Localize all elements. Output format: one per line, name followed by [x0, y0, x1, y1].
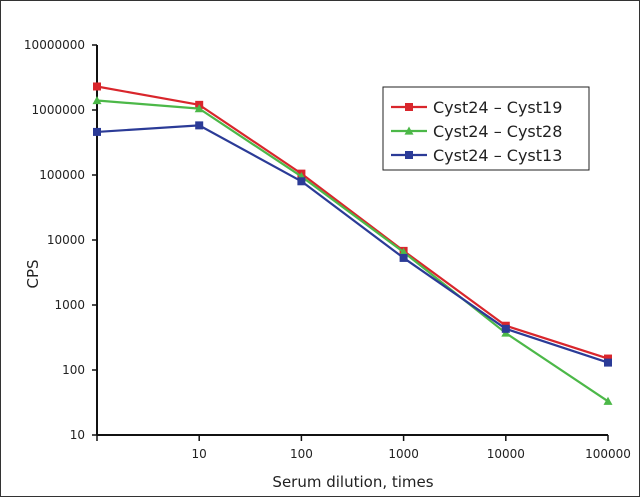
- legend: Cyst24 – Cyst19 Cyst24 – Cyst28 Cyst24 – C…: [382, 86, 590, 171]
- x-tick-label: 100000: [585, 447, 631, 461]
- legend-item: Cyst24 – Cyst28: [391, 122, 562, 141]
- legend-item: Cyst24 – Cyst13: [391, 146, 562, 165]
- axes: 10 100 1000 10000 100000 1000000 10000000 10 100…: [24, 38, 631, 461]
- legend-swatch-marker: [405, 151, 413, 159]
- data-point: [194, 104, 204, 113]
- plot-area: [92, 82, 613, 405]
- y-tick-label: 1000: [54, 298, 85, 312]
- y-tick-label: 10: [70, 428, 85, 442]
- x-tick-label: 10000: [487, 447, 525, 461]
- legend-item: Cyst24 – Cyst19: [391, 98, 562, 117]
- data-point: [399, 253, 408, 262]
- y-axis-title: CPS: [24, 259, 42, 288]
- x-tick-label: 10: [192, 447, 207, 461]
- legend-swatch-marker: [405, 103, 413, 111]
- data-point: [195, 121, 204, 130]
- data-point: [501, 324, 510, 333]
- data-point: [604, 358, 612, 367]
- y-tick-label: 10000: [47, 233, 85, 247]
- data-point: [399, 247, 409, 256]
- data-point: [93, 82, 101, 91]
- legend-label: Cyst24 – Cyst19: [433, 98, 562, 117]
- legend-swatch-marker: [404, 126, 414, 135]
- data-point: [93, 127, 101, 136]
- series-line: [96, 124, 609, 364]
- data-point: [604, 354, 612, 363]
- y-tick-label: 100000: [39, 168, 85, 182]
- data-point: [92, 96, 102, 105]
- y-tick-label: 1000000: [32, 103, 85, 117]
- x-tick-label: 1000: [388, 447, 419, 461]
- legend-label: Cyst24 – Cyst13: [433, 146, 562, 165]
- series-line: [96, 99, 609, 403]
- data-point: [603, 396, 613, 405]
- legend-label: Cyst24 – Cyst28: [433, 122, 562, 141]
- series-3: [93, 121, 612, 367]
- legend-box: [382, 86, 590, 171]
- data-point: [297, 177, 306, 186]
- series-line: [96, 85, 609, 360]
- y-tick-label: 100: [62, 363, 85, 377]
- y-tick-label: 10000000: [24, 38, 85, 52]
- x-tick-label: 100: [290, 447, 313, 461]
- x-axis-title: Serum dilution, times: [272, 473, 433, 491]
